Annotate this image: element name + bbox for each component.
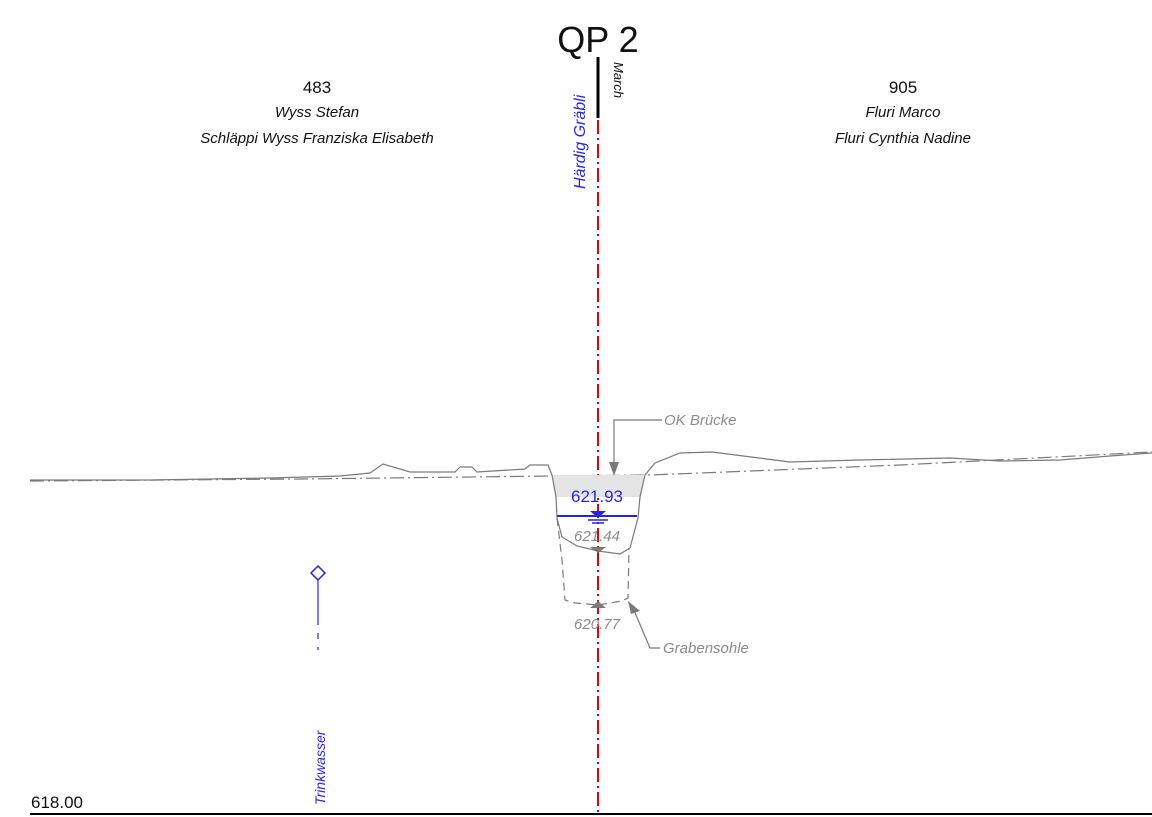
water-level-icon xyxy=(588,511,608,524)
terrain-line xyxy=(30,451,1152,481)
reference-dashdot-line xyxy=(29,451,1152,482)
right-parcel-owner-1: Fluri Marco xyxy=(865,104,940,121)
diamond-icon xyxy=(309,564,327,582)
bridge-deck xyxy=(552,475,645,497)
axis-name: Härdig Gräbli xyxy=(572,94,589,189)
ok-bruecke-label: OK Brücke xyxy=(664,412,737,429)
grabensohle-leader xyxy=(632,607,660,649)
grabensohle-label: Grabensohle xyxy=(663,640,749,657)
water-level-label: 621.93 xyxy=(571,487,623,506)
ok-bruecke-leader xyxy=(613,419,662,466)
trinkwasser-symbol xyxy=(309,564,327,650)
ok-bruecke-arrow-icon xyxy=(609,462,619,476)
right-parcel-owner-2: Fluri Cynthia Nadine xyxy=(835,130,971,147)
left-parcel-owner-1: Wyss Stefan xyxy=(275,104,359,121)
level-upper-label: 621.44 xyxy=(574,528,620,545)
reference-elevation-label: 618.00 xyxy=(31,793,83,812)
grabensohle-arrow-icon xyxy=(628,601,640,614)
level-lower-marker-icon xyxy=(590,601,606,608)
boundary-label: March xyxy=(611,62,626,98)
level-upper-marker-icon xyxy=(590,547,606,553)
ditch-dashed-extension xyxy=(556,517,630,606)
right-parcel-number: 905 xyxy=(889,78,917,97)
level-lower-label: 620.77 xyxy=(574,616,621,633)
left-parcel-number: 483 xyxy=(303,78,331,97)
trinkwasser-label: Trinkwasser xyxy=(312,729,328,805)
profile-title: QP 2 xyxy=(557,19,638,60)
left-parcel-owner-2: Schläppi Wyss Franziska Elisabeth xyxy=(200,130,433,147)
